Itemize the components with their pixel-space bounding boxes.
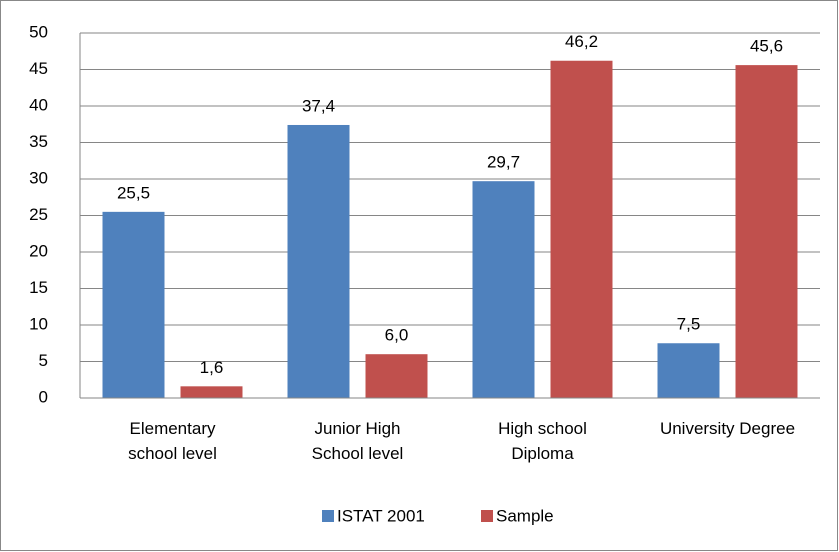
legend-swatch [481, 510, 493, 522]
y-tick-label: 50 [29, 22, 48, 41]
x-tick-label: High school Diploma [498, 419, 587, 463]
y-tick-label: 0 [39, 387, 48, 406]
y-tick-label: 20 [29, 241, 48, 260]
y-tick-label: 25 [29, 205, 48, 224]
legend-label: Sample [496, 506, 554, 525]
y-tick-label: 35 [29, 132, 48, 151]
x-tick-label: Elementary school level [128, 419, 217, 463]
value-label: 37,4 [302, 96, 335, 115]
x-tick-label: University Degree [659, 419, 796, 438]
value-label: 29,7 [487, 153, 520, 172]
x-tick-label: Junior High School level [311, 419, 404, 463]
y-tick-label: 45 [29, 59, 48, 78]
bar [472, 181, 535, 398]
y-tick-label: 15 [29, 278, 48, 297]
bar [735, 65, 798, 399]
value-label: 25,5 [117, 183, 150, 202]
value-label: 7,5 [677, 315, 701, 334]
y-tick-label: 40 [29, 95, 48, 114]
y-tick-label: 30 [29, 168, 48, 187]
value-label: 45,6 [750, 37, 783, 56]
y-tick-label: 5 [39, 351, 48, 370]
value-label: 46,2 [565, 32, 598, 51]
bar [657, 343, 720, 398]
bar [180, 386, 243, 398]
bar [287, 124, 350, 398]
value-label: 1,6 [200, 358, 224, 377]
bar [365, 354, 428, 398]
legend-label: ISTAT 2001 [337, 506, 425, 525]
bar [102, 211, 165, 398]
legend-swatch [322, 510, 334, 522]
y-tick-label: 10 [29, 314, 48, 333]
bar [550, 60, 613, 399]
value-label: 6,0 [385, 326, 409, 345]
